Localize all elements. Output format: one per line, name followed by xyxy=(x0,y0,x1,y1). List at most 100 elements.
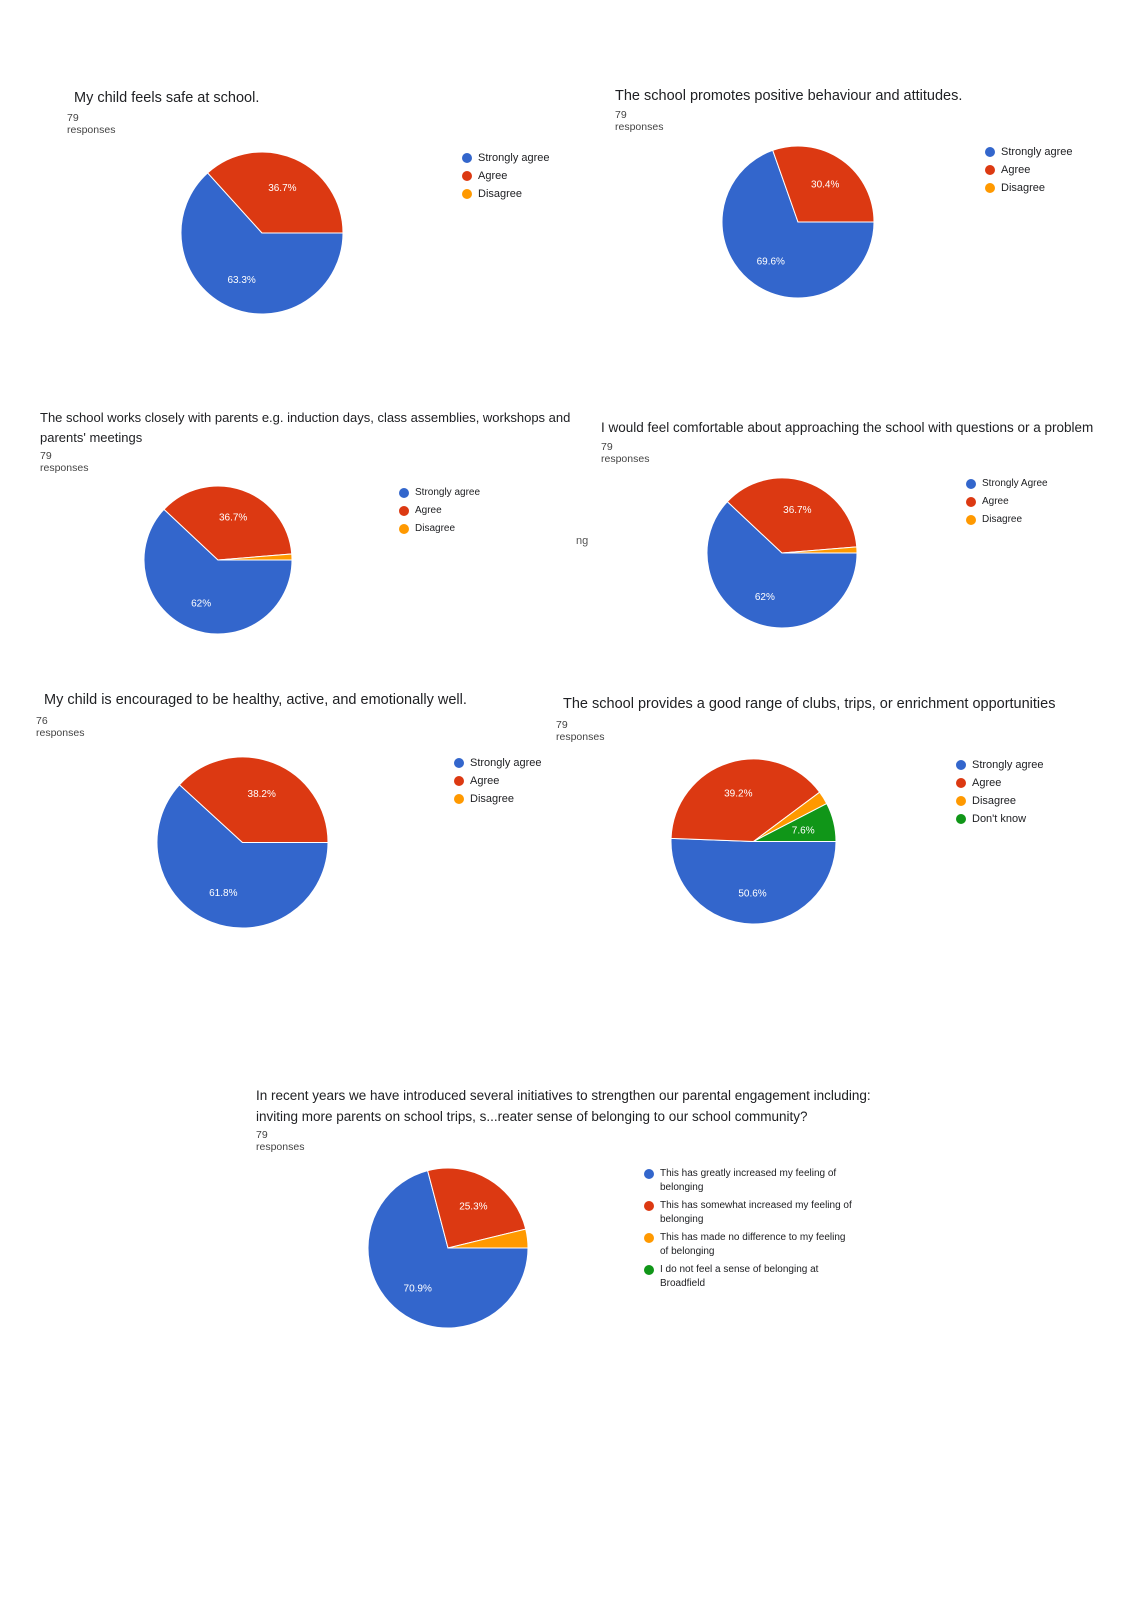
pie-slice-strongly-agree xyxy=(706,500,858,629)
legend-swatch xyxy=(399,524,409,534)
response-count: 76 responses xyxy=(36,715,85,739)
pie-data-label: 30.4% xyxy=(811,180,839,191)
legend-label: Disagree xyxy=(478,188,523,200)
legend-label: Agree xyxy=(982,496,1009,507)
legend-swatch xyxy=(644,1233,654,1243)
legend-label: Strongly agree xyxy=(1001,146,1073,158)
legend-swatch xyxy=(956,796,966,806)
legend-swatch xyxy=(462,189,472,199)
pie-data-label: 61.8% xyxy=(209,888,237,899)
legend-swatch xyxy=(956,760,966,770)
legend-item: Strongly agree xyxy=(956,758,1086,772)
chart-legend: Strongly agree Agree Disagree xyxy=(985,145,1115,199)
chart-legend: Strongly Agree Agree Disagree xyxy=(966,477,1106,531)
legend-item: Strongly agree xyxy=(462,151,592,165)
pie-slice-this-has-somewhat-increased-my xyxy=(427,1167,527,1249)
legend-item: Disagree xyxy=(966,513,1106,527)
pie-slice-strongly-agree xyxy=(180,172,344,315)
pie-slice-agree xyxy=(670,758,821,843)
legend-label: This has greatly increased my feeling of… xyxy=(660,1168,837,1193)
legend-label: Agree xyxy=(470,775,500,787)
pie-chart: 62% 36.7% xyxy=(143,485,293,635)
legend-swatch xyxy=(454,758,464,768)
legend-swatch xyxy=(644,1169,654,1179)
pie-data-label: 36.7% xyxy=(219,513,247,524)
legend-swatch xyxy=(462,153,472,163)
legend-label: Agree xyxy=(415,505,442,516)
pie-data-label: 63.3% xyxy=(227,275,255,286)
legend-swatch xyxy=(644,1201,654,1211)
pie-slice-agree xyxy=(772,145,875,223)
pie-data-label: 39.2% xyxy=(724,789,752,800)
legend-swatch xyxy=(966,497,976,507)
legend-item: Strongly agree xyxy=(399,486,529,500)
pie-slice-agree xyxy=(163,485,293,561)
legend-label: I do not feel a sense of belonging at Br… xyxy=(660,1264,819,1289)
pie-chart: 50.6% 39.2% 7.6% xyxy=(670,758,837,925)
legend-item: This has greatly increased my feeling of… xyxy=(644,1167,854,1195)
response-count: 79 responses xyxy=(601,441,650,465)
legend-label: Strongly agree xyxy=(972,759,1044,771)
pie-slice-this-has-greatly-increased-my- xyxy=(367,1170,529,1329)
legend-item: Agree xyxy=(966,495,1106,509)
legend-label: Strongly agree xyxy=(470,757,542,769)
pie-slice-agree xyxy=(178,756,329,843)
legend-item: Strongly agree xyxy=(454,756,584,770)
legend-item: Agree xyxy=(454,774,584,788)
legend-label: This has made no difference to my feelin… xyxy=(660,1232,846,1257)
pie-chart: 69.6% 30.4% xyxy=(721,145,875,299)
pie-slice-agree xyxy=(206,151,344,234)
chart-title: The school promotes positive behaviour a… xyxy=(615,88,963,104)
legend-swatch xyxy=(462,171,472,181)
pie-slice-strongly-agree xyxy=(670,837,837,925)
pie-slice-strongly-agree xyxy=(143,508,293,635)
legend-label: Disagree xyxy=(415,523,456,534)
legend-item: Disagree xyxy=(454,792,584,806)
response-count: 79 responses xyxy=(67,112,116,136)
chart-title: The school provides a good range of club… xyxy=(563,696,1056,712)
legend-item: Agree xyxy=(956,776,1086,790)
pie-slice-this-has-made-no-difference-to xyxy=(447,1228,529,1249)
legend-swatch xyxy=(966,479,976,489)
legend-swatch xyxy=(399,488,409,498)
pie-slice-strongly-agree xyxy=(721,149,875,299)
chart-legend: This has greatly increased my feeling of… xyxy=(644,1167,854,1295)
pie-slice-don-t-know xyxy=(753,802,837,842)
legend-item: Agree xyxy=(462,169,592,183)
pie-slice-disagree xyxy=(781,546,858,554)
pie-data-label: 36.7% xyxy=(268,183,296,194)
legend-label: Agree xyxy=(972,777,1002,789)
pie-chart: 70.9% 25.3% xyxy=(367,1167,529,1329)
legend-item: Disagree xyxy=(985,181,1115,195)
pie-chart: 62% 36.7% xyxy=(706,477,858,629)
pie-chart: 61.8% 38.2% xyxy=(156,756,329,929)
pie-data-label: 25.3% xyxy=(459,1201,487,1212)
response-count: 79 responses xyxy=(556,719,605,743)
pie-data-label: 69.6% xyxy=(757,256,785,267)
legend-label: Strongly agree xyxy=(478,152,550,164)
legend-swatch xyxy=(985,147,995,157)
pie-slice-agree xyxy=(726,477,858,554)
legend-swatch xyxy=(966,515,976,525)
pie-chart: 63.3% 36.7% xyxy=(180,151,344,315)
chart-title: I would feel comfortable about approachi… xyxy=(601,420,1094,435)
pie-slice-strongly-agree xyxy=(156,784,329,929)
legend-swatch xyxy=(985,165,995,175)
legend-label: Disagree xyxy=(1001,182,1046,194)
legend-item: Strongly agree xyxy=(985,145,1115,159)
pie-data-label: 62% xyxy=(755,592,775,603)
legend-label: Agree xyxy=(1001,164,1031,176)
pie-data-label: 38.2% xyxy=(248,789,276,800)
legend-label: Disagree xyxy=(470,793,515,805)
pie-slice-disagree xyxy=(217,553,293,561)
chart-legend: Strongly agree Agree Disagree xyxy=(462,151,592,205)
legend-label: Disagree xyxy=(982,514,1023,525)
legend-swatch xyxy=(454,776,464,786)
chart-legend: Strongly agree Agree Disagree Don't know xyxy=(956,758,1086,830)
legend-item: Disagree xyxy=(956,794,1086,808)
pie-data-label: 62% xyxy=(191,599,211,610)
legend-swatch xyxy=(985,183,995,193)
legend-label: Disagree xyxy=(972,795,1017,807)
response-count: 79 responses xyxy=(40,450,89,474)
legend-item: This has made no difference to my feelin… xyxy=(644,1231,854,1259)
